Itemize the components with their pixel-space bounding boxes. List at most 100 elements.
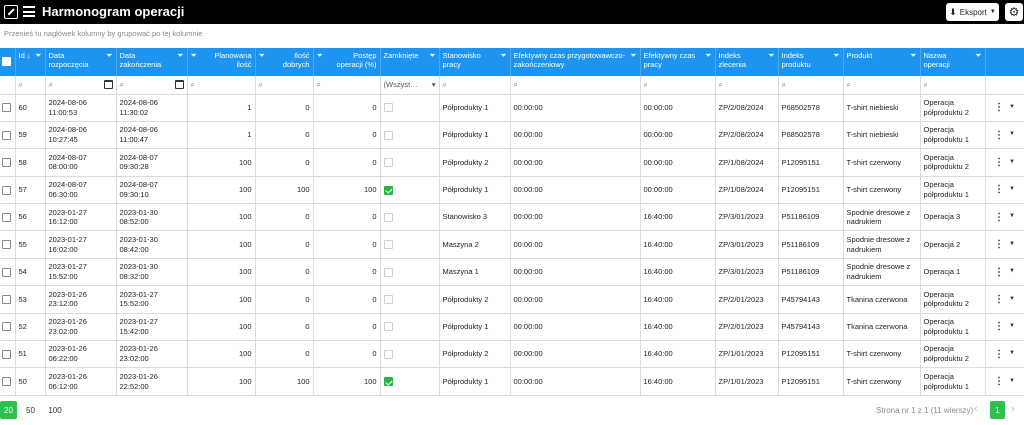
- calendar-icon[interactable]: [103, 80, 113, 89]
- filter-icon[interactable]: ⏷: [910, 51, 917, 60]
- column-header-ecp[interactable]: ⏷ Efektywny czas pracy: [640, 48, 716, 76]
- chevron-down-icon[interactable]: ▼: [1009, 103, 1015, 110]
- chevron-down-icon[interactable]: ▼: [1009, 268, 1015, 275]
- column-header-id[interactable]: ⏷ Id ↓: [15, 48, 46, 76]
- prev-page-icon[interactable]: ‹: [974, 403, 978, 415]
- filter-icon[interactable]: ⏷: [833, 51, 840, 60]
- column-header-ds[interactable]: ⏷ Data rozpoczęcia: [45, 48, 117, 76]
- filter-icon[interactable]: ⏷: [190, 51, 197, 60]
- column-header-stan[interactable]: ⏷ Stanowisko pracy: [439, 48, 511, 76]
- filter-input-dob[interactable]: ⌕: [255, 76, 314, 95]
- filter-icon[interactable]: ⏷: [106, 51, 113, 60]
- row-select-cell[interactable]: [0, 258, 16, 287]
- table-row[interactable]: 55 2023-01-27 16:02:00 2023-01-30 08:42:00…: [0, 230, 1024, 259]
- next-page-icon[interactable]: ›: [1011, 403, 1015, 415]
- table-row[interactable]: 51 2023-01-26 06:22:00 2023-01-26 23:02:00…: [0, 340, 1024, 369]
- row-select-cell[interactable]: [0, 148, 16, 177]
- more-vertical-icon[interactable]: ⋮: [994, 184, 1005, 196]
- filter-icon[interactable]: ⏷: [258, 51, 265, 60]
- more-vertical-icon[interactable]: ⋮: [994, 376, 1005, 388]
- row-actions[interactable]: ⋮ ▼: [985, 340, 1024, 369]
- filter-input-stan[interactable]: ⌕: [439, 76, 511, 95]
- page-size-20[interactable]: 20: [0, 401, 17, 419]
- column-header-dob[interactable]: ⏷ Ilość dobrych: [255, 48, 314, 76]
- table-row[interactable]: 60 2024-08-06 11:00:53 2024-08-06 11:30:02…: [0, 94, 1024, 122]
- row-select-cell[interactable]: [0, 230, 16, 259]
- table-row[interactable]: 57 2024-08-07 06:30:00 2024-08-07 09:30:10…: [0, 176, 1024, 205]
- filter-icon[interactable]: ⏷: [316, 51, 323, 60]
- filter-icon[interactable]: ⏷: [429, 51, 436, 60]
- row-actions[interactable]: ⋮ ▼: [985, 176, 1024, 205]
- table-row[interactable]: 54 2023-01-27 15:52:00 2023-01-30 08:32:00…: [0, 258, 1024, 287]
- column-header-naz[interactable]: ⏷ Nazwa operacji: [920, 48, 986, 76]
- more-vertical-icon[interactable]: ⋮: [994, 156, 1005, 168]
- filter-input-prod[interactable]: ⌕: [843, 76, 921, 95]
- chevron-down-icon[interactable]: ▼: [1009, 295, 1015, 302]
- column-header-ecz[interactable]: ⏷ Efektywny czas przygotowawczo-zakończen…: [510, 48, 641, 76]
- column-header-plan[interactable]: ⏷ Planowana ilość: [187, 48, 256, 76]
- table-row[interactable]: 59 2024-08-06 10:27:45 2024-08-06 11:00:47…: [0, 121, 1024, 150]
- column-header-izl[interactable]: ⏷ Indeks zlecenia: [715, 48, 779, 76]
- row-actions[interactable]: ⋮ ▼: [985, 121, 1024, 150]
- more-vertical-icon[interactable]: ⋮: [994, 266, 1005, 278]
- filter-input-izl[interactable]: ⌕: [715, 76, 779, 95]
- row-actions[interactable]: ⋮ ▼: [985, 313, 1024, 342]
- row-checkbox[interactable]: [2, 295, 11, 305]
- more-vertical-icon[interactable]: ⋮: [994, 211, 1005, 223]
- calendar-icon[interactable]: [174, 80, 184, 89]
- row-actions[interactable]: ⋮ ▼: [985, 258, 1024, 287]
- row-checkbox[interactable]: [2, 267, 11, 277]
- more-vertical-icon[interactable]: ⋮: [994, 239, 1005, 251]
- table-row[interactable]: 58 2024-08-07 08:00:00 2024-08-07 09:30:28…: [0, 148, 1024, 177]
- more-vertical-icon[interactable]: ⋮: [994, 129, 1005, 141]
- hamburger-icon[interactable]: [23, 6, 35, 17]
- column-header-prod[interactable]: ⏷ Produkt: [843, 48, 921, 76]
- row-checkbox[interactable]: [2, 130, 11, 140]
- row-checkbox[interactable]: [2, 377, 11, 387]
- row-select-cell[interactable]: [0, 121, 16, 150]
- chevron-down-icon[interactable]: ▼: [1009, 240, 1015, 247]
- chevron-down-icon[interactable]: ▼: [1009, 131, 1015, 138]
- row-actions[interactable]: ⋮ ▼: [985, 367, 1024, 396]
- table-row[interactable]: 52 2023-01-26 23:02:00 2023-01-27 15:42:00…: [0, 313, 1024, 342]
- filter-input-post[interactable]: ⌕: [313, 76, 381, 95]
- filter-input-de[interactable]: ⌕: [116, 76, 188, 95]
- chevron-down-icon[interactable]: ▼: [1009, 158, 1015, 165]
- filter-input-plan[interactable]: ⌕: [187, 76, 256, 95]
- filter-input-ds[interactable]: ⌕: [45, 76, 117, 95]
- more-vertical-icon[interactable]: ⋮: [994, 348, 1005, 360]
- filter-input-ipr[interactable]: ⌕: [778, 76, 844, 95]
- row-select-cell[interactable]: [0, 313, 16, 342]
- chevron-down-icon[interactable]: ▼: [1009, 185, 1015, 192]
- more-vertical-icon[interactable]: ⋮: [994, 293, 1005, 305]
- row-select-cell[interactable]: [0, 94, 16, 122]
- filter-input-id[interactable]: ⌕: [15, 76, 46, 95]
- row-actions[interactable]: ⋮ ▼: [985, 203, 1024, 232]
- filter-icon[interactable]: ⏷: [500, 51, 507, 60]
- more-vertical-icon[interactable]: ⋮: [994, 102, 1005, 114]
- chevron-down-icon[interactable]: ▼: [1009, 322, 1015, 329]
- filter-icon[interactable]: ⏷: [768, 51, 775, 60]
- column-header-post[interactable]: ⏷ Postęp operacji (%): [313, 48, 381, 76]
- export-button[interactable]: ⬇ Eksport ▼: [946, 3, 999, 21]
- page-number-button[interactable]: 1: [990, 401, 1005, 419]
- column-header-ipr[interactable]: ⏷ Indeks produktu: [778, 48, 844, 76]
- filter-input-ecp[interactable]: ⌕: [640, 76, 716, 95]
- select-all-header[interactable]: [0, 48, 16, 76]
- row-actions[interactable]: ⋮ ▼: [985, 285, 1024, 314]
- more-vertical-icon[interactable]: ⋮: [994, 321, 1005, 333]
- row-select-cell[interactable]: [0, 176, 16, 205]
- group-panel[interactable]: Przenieś tu nagłówek kolumny by grupować…: [4, 29, 203, 38]
- filter-icon[interactable]: ⏷: [630, 51, 637, 60]
- settings-button[interactable]: ⚙: [1005, 3, 1023, 21]
- row-checkbox[interactable]: [2, 158, 11, 168]
- chevron-down-icon[interactable]: ▼: [1009, 213, 1015, 220]
- row-actions[interactable]: ⋮ ▼: [985, 230, 1024, 259]
- row-select-cell[interactable]: [0, 285, 16, 314]
- chevron-down-icon[interactable]: ▼: [1009, 377, 1015, 384]
- row-checkbox[interactable]: [2, 212, 11, 222]
- filter-input-ecz[interactable]: ⌕: [510, 76, 641, 95]
- row-checkbox[interactable]: [2, 240, 11, 250]
- page-size-50[interactable]: 50: [26, 405, 35, 415]
- row-actions[interactable]: ⋮ ▼: [985, 94, 1024, 122]
